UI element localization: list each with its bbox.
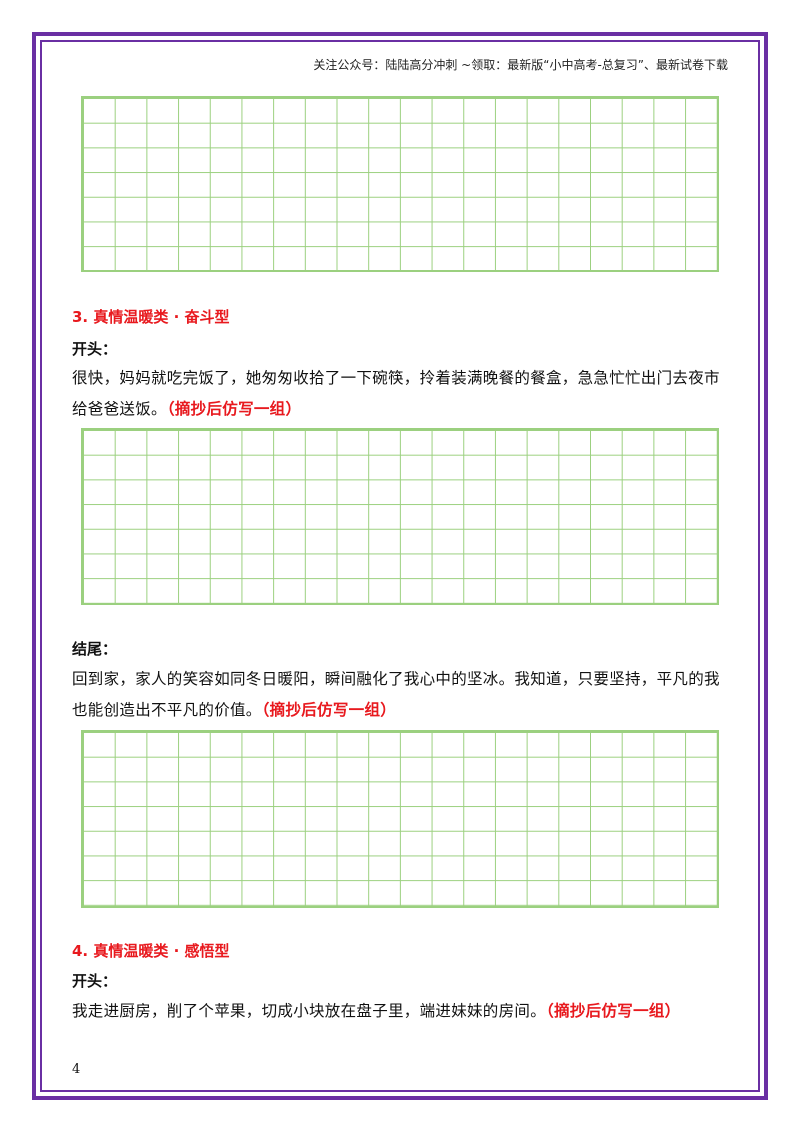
section-4-title: 4. 真情温暖类 · 感悟型: [72, 942, 230, 960]
section-3-opening-text: 很快，妈妈就吃完饭了，她匆匆收拾了一下碗筷，拎着装满晚餐的餐盒，急急忙忙出门去夜…: [72, 369, 720, 418]
section-4-opening-note: （摘抄后仿写一组）: [546, 1002, 681, 1020]
section-4-opening-paragraph: 我走进厨房，削了个苹果，切成小块放在盘子里，端进妹妹的房间。（摘抄后仿写一组）: [72, 996, 732, 1027]
section-3-opening-paragraph: 很快，妈妈就吃完饭了，她匆匆收拾了一下碗筷，拎着装满晚餐的餐盒，急急忙忙出门去夜…: [72, 363, 732, 425]
writing-grid-2[interactable]: [81, 428, 719, 605]
writing-grid-1[interactable]: [81, 96, 719, 272]
section-4-opening-text: 我走进厨房，削了个苹果，切成小块放在盘子里，端进妹妹的房间。: [72, 1002, 547, 1020]
page-border-outer: [32, 32, 768, 1100]
section-3-ending-note: （摘抄后仿写一组）: [261, 701, 397, 719]
section-3-opening-note: （摘抄后仿写一组）: [166, 400, 302, 418]
writing-grid-3[interactable]: [81, 730, 719, 908]
section-3-ending-label: 结尾：: [72, 640, 118, 658]
page-border-inner: [40, 40, 760, 1092]
section-3-ending-paragraph: 回到家，家人的笑容如同冬日暖阳，瞬间融化了我心中的坚冰。我知道，只要坚持，平凡的…: [72, 664, 732, 726]
section-4-opening-label: 开头：: [72, 972, 118, 990]
page-number: 4: [72, 1062, 81, 1077]
section-3-ending-text: 回到家，家人的笑容如同冬日暖阳，瞬间融化了我心中的坚冰。我知道，只要坚持，平凡的…: [72, 670, 720, 719]
page-header: 关注公众号：陆陆高分冲刺 ~领取：最新版“小中高考-总复习”、最新试卷下载: [313, 58, 728, 72]
section-3-opening-label: 开头：: [72, 340, 118, 358]
section-3-title: 3. 真情温暖类 · 奋斗型: [72, 308, 230, 326]
